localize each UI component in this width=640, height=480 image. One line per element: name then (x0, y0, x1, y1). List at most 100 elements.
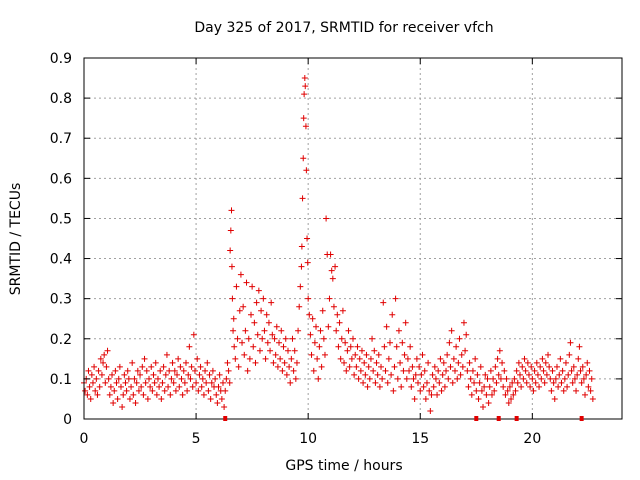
data-point (504, 387, 511, 394)
data-point (358, 347, 365, 354)
data-point (134, 367, 141, 374)
data-point (129, 359, 136, 366)
data-point (168, 375, 175, 382)
data-point (104, 347, 111, 354)
data-point (284, 347, 291, 354)
data-point (418, 371, 425, 378)
data-point (254, 331, 261, 338)
data-point (151, 379, 158, 386)
data-point (410, 375, 417, 382)
data-point (297, 283, 304, 290)
data-point (325, 323, 332, 330)
data-point (441, 383, 448, 390)
data-point (579, 363, 586, 370)
data-point (370, 367, 377, 374)
data-point (137, 371, 144, 378)
data-point (126, 395, 133, 402)
data-point (393, 343, 400, 350)
data-point (121, 371, 128, 378)
data-point (389, 311, 396, 318)
data-point (332, 263, 339, 270)
data-point (362, 371, 369, 378)
data-point (548, 387, 555, 394)
data-point (234, 335, 241, 342)
data-point (117, 383, 124, 390)
data-point (240, 303, 247, 310)
data-point (215, 383, 222, 390)
data-point (432, 375, 439, 382)
data-point (337, 355, 344, 362)
data-point (434, 391, 441, 398)
data-point (133, 379, 140, 386)
data-point (503, 375, 510, 382)
data-point (277, 355, 284, 362)
data-point (431, 363, 438, 370)
data-point (518, 383, 525, 390)
data-point (100, 359, 107, 366)
data-point (110, 399, 117, 406)
data-point (465, 383, 472, 390)
data-point (119, 403, 126, 410)
y-tick-label: 0.8 (50, 91, 72, 107)
data-point (86, 383, 93, 390)
x-axis-label: GPS time / hours (285, 458, 402, 474)
data-point (485, 399, 492, 406)
data-point (233, 283, 240, 290)
data-point (98, 371, 105, 378)
data-point (231, 343, 238, 350)
data-point (302, 83, 309, 90)
data-point (352, 351, 359, 358)
y-tick-label: 0.3 (50, 292, 72, 308)
data-point (511, 375, 518, 382)
data-point (589, 395, 596, 402)
data-point (170, 379, 177, 386)
data-point (567, 339, 574, 346)
data-point (184, 387, 191, 394)
data-point (559, 367, 566, 374)
data-point (422, 395, 429, 402)
data-point (174, 371, 181, 378)
data-point (578, 379, 585, 386)
data-point (229, 295, 236, 302)
data-point (440, 359, 447, 366)
data-point (292, 375, 299, 382)
data-point (549, 367, 556, 374)
data-point (282, 335, 289, 342)
data-point (444, 351, 451, 358)
data-point (161, 387, 168, 394)
data-point (558, 379, 565, 386)
data-point (226, 379, 233, 386)
data-point (570, 363, 577, 370)
data-point (462, 347, 469, 354)
data-point (122, 379, 129, 386)
data-point (169, 359, 176, 366)
data-point (580, 375, 587, 382)
data-point (509, 379, 516, 386)
data-point (304, 259, 311, 266)
data-point (326, 295, 333, 302)
data-point (455, 359, 462, 366)
data-point (524, 359, 531, 366)
data-point (191, 367, 198, 374)
data-point (450, 355, 457, 362)
data-point (354, 343, 361, 350)
data-point (124, 367, 131, 374)
data-point (302, 123, 309, 130)
data-point (272, 351, 279, 358)
data-point (430, 383, 437, 390)
data-point (449, 379, 456, 386)
data-point (457, 371, 464, 378)
data-point (584, 359, 591, 366)
data-point (274, 363, 281, 370)
data-point (148, 363, 155, 370)
data-point (420, 383, 427, 390)
data-point (186, 343, 193, 350)
data-point (372, 379, 379, 386)
data-point (128, 383, 135, 390)
axis-marker (474, 416, 479, 421)
data-point (315, 375, 322, 382)
data-point (338, 335, 345, 342)
data-point (374, 371, 381, 378)
data-point (253, 299, 260, 306)
data-point (342, 339, 349, 346)
